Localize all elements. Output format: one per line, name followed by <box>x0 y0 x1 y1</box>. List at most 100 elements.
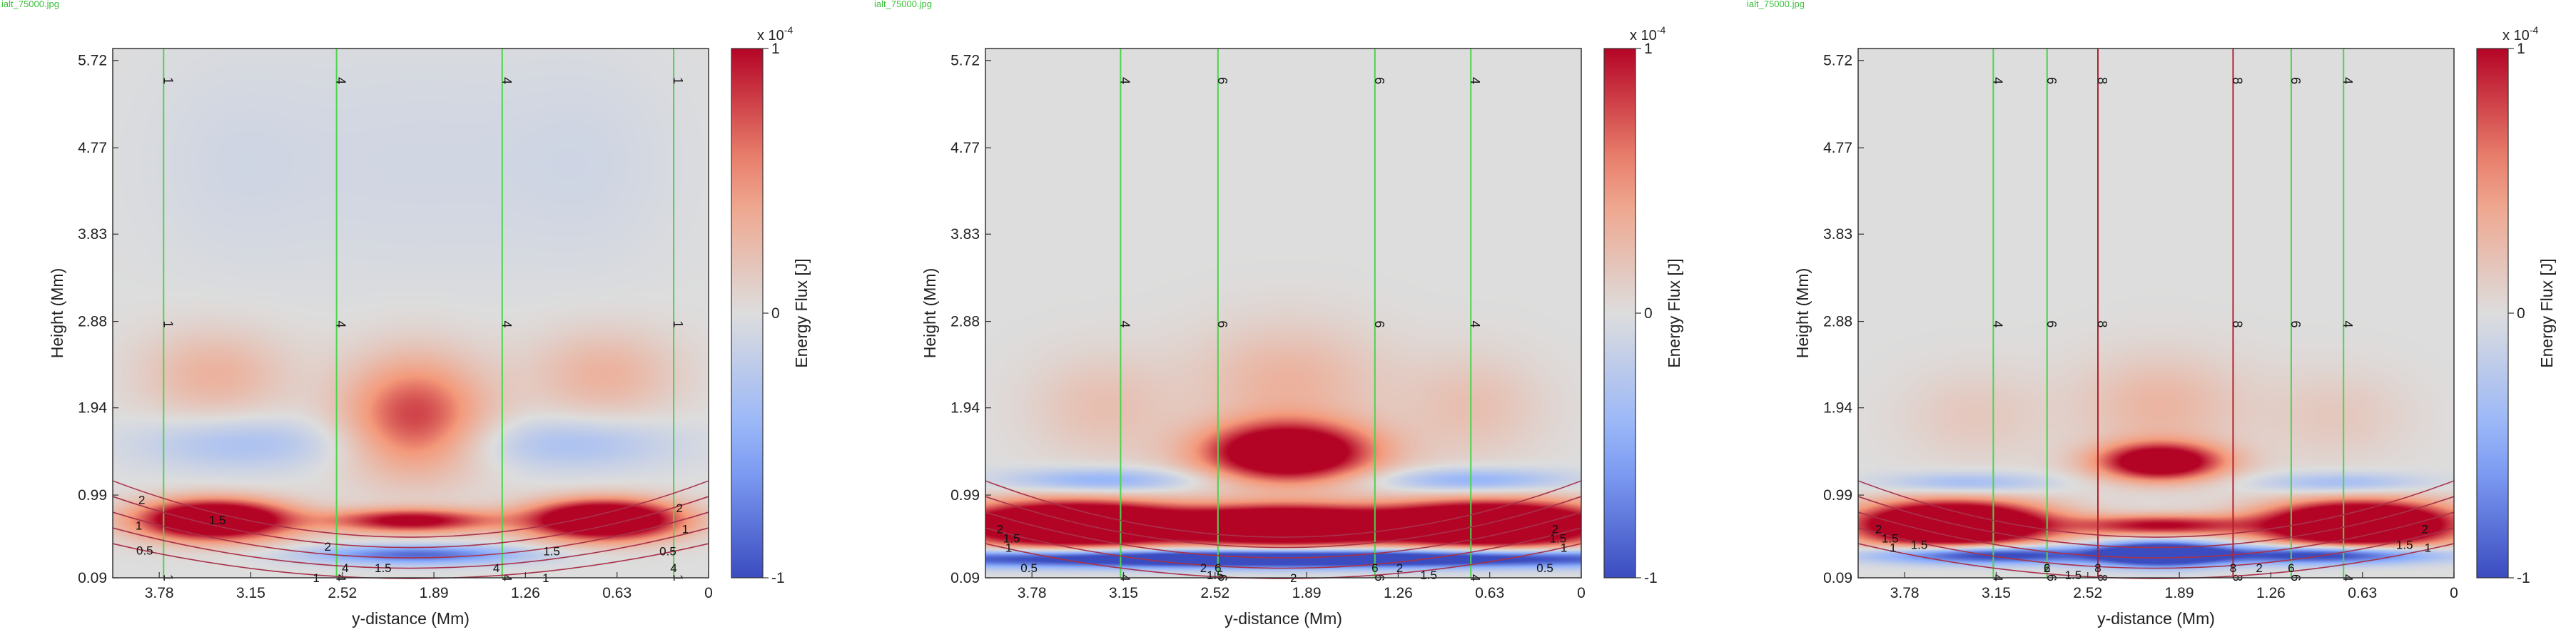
contour-line <box>985 543 1582 579</box>
contour-label: 6 <box>2288 561 2294 575</box>
heatmap-panel: ialt_75000.jpg 1 1 1 4 4 4 4 4 4 1 1 1 2 1.5 1 0.5 2 1.5 1.… <box>1 0 811 628</box>
field-line-label: 4 <box>334 320 348 327</box>
colorbar-label: Energy Flux [J] <box>792 258 811 367</box>
x-tick-label: 2.52 <box>1200 585 1229 601</box>
y-tick-label: 0.99 <box>1823 487 1852 504</box>
contour-lines <box>1857 480 2455 579</box>
contour-line <box>985 511 1582 559</box>
contour-line <box>1857 480 2455 538</box>
field-line-label: 4 <box>1468 77 1482 84</box>
contour-label: 2 <box>2422 523 2428 536</box>
y-tick-label: 4.77 <box>950 140 980 156</box>
contour-label: 2 <box>1396 561 1403 575</box>
contour-line <box>112 511 709 559</box>
contour-label: 2 <box>138 494 145 507</box>
colorbar <box>731 48 764 579</box>
y-tick-label: 0.99 <box>78 487 107 504</box>
y-tick-label: 0.09 <box>78 570 107 586</box>
contour-label: 1 <box>682 523 689 536</box>
contour-label: 4 <box>493 561 500 575</box>
x-tick-label: 3.78 <box>1890 585 1920 601</box>
y-tick-label: 0.09 <box>950 570 980 586</box>
y-axis-label: Height (Mm) <box>921 268 939 359</box>
field-line-label: 8 <box>2230 77 2244 84</box>
plot-frame <box>1857 48 2455 579</box>
heatmap-image <box>985 49 1581 578</box>
x-tick-label: 1.26 <box>2256 585 2286 601</box>
colorbar <box>2476 48 2509 579</box>
y-axis-label: Height (Mm) <box>48 268 66 359</box>
contour-line <box>985 480 1582 538</box>
contour-label: 6 <box>2044 561 2050 575</box>
field-line-label: 6 <box>1215 320 1229 327</box>
x-tick-label: 3.78 <box>145 585 174 601</box>
contour-label: 4 <box>342 561 348 575</box>
colorbar <box>1603 48 1636 579</box>
contour-line <box>985 496 1582 549</box>
contour-label: 1.5 <box>1911 539 1928 552</box>
y-tick-label: 1.94 <box>1823 400 1852 417</box>
contour-line <box>1857 527 2455 569</box>
y-tick-label: 2.88 <box>1823 314 1852 330</box>
field-line-label: 4 <box>1117 77 1132 84</box>
field-line-label: 6 <box>1372 77 1386 84</box>
field-line-label: 8 <box>2230 320 2244 327</box>
heatmap-image <box>1858 49 2454 578</box>
y-tick-label: 2.88 <box>950 314 980 330</box>
x-tick-label: 2.52 <box>328 585 357 601</box>
plot-frame <box>112 48 709 579</box>
x-tick-label: 3.15 <box>1982 585 2011 601</box>
contour-line <box>1857 543 2455 579</box>
x-tick-label: 2.52 <box>2073 585 2102 601</box>
field-line-label: 4 <box>1117 320 1132 327</box>
contour-line <box>1857 511 2455 559</box>
colorbar-exponent-power: -4 <box>784 24 793 36</box>
contour-label: 2 <box>997 523 1003 536</box>
contour-line <box>1857 496 2455 549</box>
colorbar-exponent-power: -4 <box>1657 24 1666 36</box>
field-line-label: 6 <box>2044 320 2059 327</box>
y-tick-label: 3.83 <box>1823 226 1852 243</box>
colorbar-tick-label: 0 <box>2517 305 2525 322</box>
field-line-label: 6 <box>2288 320 2303 327</box>
colorbar-tick-label: 1 <box>1644 41 1653 57</box>
contour-label: 0.5 <box>1020 561 1038 575</box>
x-axis-label: y-distance (Mm) <box>1224 609 1342 628</box>
x-tick-label: 1.89 <box>420 585 449 601</box>
x-tick-label: 0 <box>2450 585 2458 601</box>
x-tick-label: 0.63 <box>602 585 632 601</box>
colorbar-label: Energy Flux [J] <box>1665 258 1683 367</box>
contour-label: 1.5 <box>1882 532 1899 546</box>
contour-label: 1.5 <box>375 561 392 575</box>
field-line-label: 1 <box>671 77 685 84</box>
colorbar-tick-label: 1 <box>771 41 780 57</box>
y-tick-label: 5.72 <box>950 53 980 69</box>
contour-label: 1.5 <box>1420 569 1437 582</box>
contour-label: 2 <box>2044 561 2050 575</box>
contour-label: 2 <box>1875 523 1882 536</box>
field-line-label: 4 <box>500 320 514 327</box>
contour-label: 1.5 <box>209 514 226 527</box>
x-axis-label: y-distance (Mm) <box>2097 609 2215 628</box>
colorbar-exponent-power: -4 <box>2530 24 2539 36</box>
y-tick-label: 3.83 <box>78 226 107 243</box>
field-line-label: 1 <box>161 320 175 327</box>
field-line-label: 4 <box>1990 320 2004 327</box>
colorbar-tick-label: -1 <box>771 570 785 586</box>
contour-label: 1 <box>136 519 142 533</box>
contour-label: 0.5 <box>1536 561 1553 575</box>
contour-label: 0.5 <box>136 544 153 557</box>
contour-label: 1.5 <box>1003 532 1020 546</box>
contour-label: 8 <box>2094 561 2101 575</box>
contour-label: 2 <box>676 501 683 515</box>
field-line-label: 4 <box>1468 320 1482 327</box>
contour-label: 4 <box>670 561 676 575</box>
filename-label: ialt_75000.jpg <box>1 0 59 9</box>
contour-line <box>112 527 709 569</box>
contour-lines <box>112 480 709 579</box>
y-tick-label: 5.72 <box>1823 53 1852 69</box>
contour-label: 2 <box>325 540 331 554</box>
colorbar-exponent: x 10-4 <box>757 24 793 44</box>
